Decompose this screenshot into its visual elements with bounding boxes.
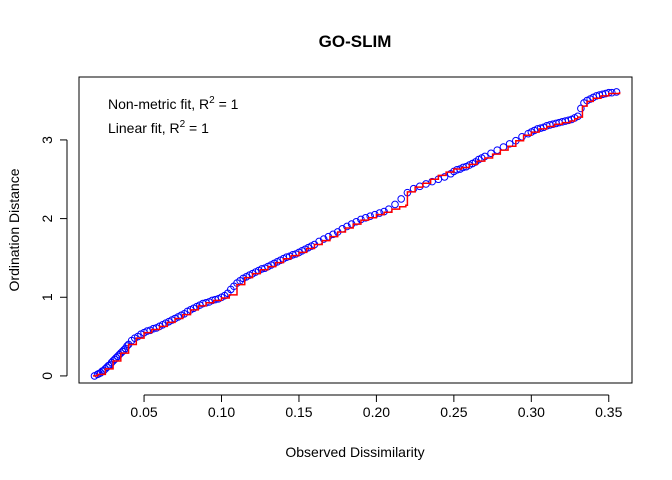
x-axis: 0.05 0.10 0.15 0.20 0.25 0.30 0.35 [130, 394, 623, 420]
plot-frame [78, 76, 633, 384]
fit-line-layer [92, 91, 621, 377]
data-point [329, 230, 337, 239]
data-point [391, 200, 399, 209]
data-point [397, 195, 405, 203]
x-tick-label: 0.20 [363, 404, 390, 420]
y-tick-label: 3 [39, 136, 55, 144]
legend-nonmetric-fit: Non-metric fit, R2 = 1 [108, 95, 239, 112]
data-point [375, 209, 384, 217]
y-tick-label: 0 [39, 372, 55, 380]
data-point [487, 149, 495, 158]
data-point [440, 173, 449, 181]
data-point [422, 180, 430, 188]
data-point [505, 140, 514, 148]
y-tick-label: 1 [39, 293, 55, 301]
data-point [573, 112, 582, 121]
y-axis-label: Ordination Distance [6, 168, 22, 291]
fit-line [92, 91, 621, 377]
x-tick-label: 0.35 [595, 404, 622, 420]
x-tick-label: 0.10 [208, 404, 235, 420]
data-point [499, 143, 508, 151]
data-point [577, 104, 585, 113]
data-point [319, 235, 328, 243]
data-point [123, 342, 131, 350]
data-point [415, 182, 424, 191]
data-point [343, 222, 351, 231]
x-tick-label: 0.25 [440, 404, 467, 420]
legend-linear-fit: Linear fit, R2 = 1 [108, 119, 209, 136]
x-tick-label: 0.15 [285, 404, 312, 420]
x-tick-label: 0.30 [518, 404, 545, 420]
x-axis-label: Observed Dissimilarity [285, 444, 424, 460]
data-point [366, 212, 375, 221]
data-point [352, 217, 361, 226]
data-point [493, 146, 502, 154]
y-tick-label: 2 [39, 214, 55, 222]
x-tick-label: 0.05 [130, 404, 157, 420]
data-point [608, 88, 616, 97]
chart-title: GO-SLIM [319, 32, 392, 51]
y-axis: 0 1 2 3 [39, 136, 68, 380]
